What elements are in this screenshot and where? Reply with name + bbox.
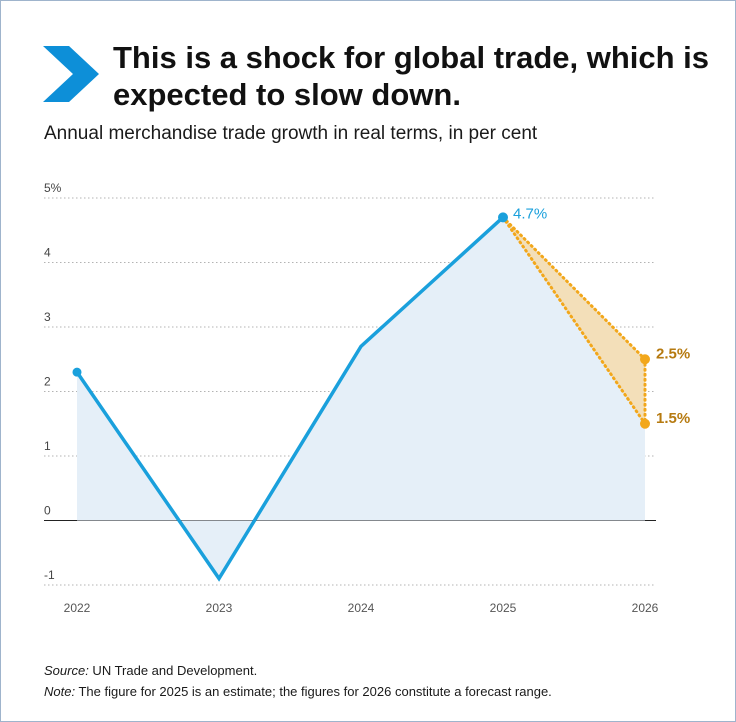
- y-tick-label: 0: [44, 504, 51, 518]
- x-tick-label: 2023: [206, 601, 233, 615]
- note-label: Note:: [44, 684, 76, 699]
- x-tick-label: 2022: [64, 601, 91, 615]
- y-tick-label: 1: [44, 439, 51, 453]
- point-2025: [498, 212, 508, 223]
- chart-notes: Source: UN Trade and Development. Note: …: [44, 660, 552, 702]
- data-label-2025: 4.7%: [513, 205, 547, 222]
- forecast-line-high: [501, 215, 647, 361]
- line-chart: 5% 4 3 2 1 0 -1 2022 2023 2024 2025 2026 4.7% 2.5% 1.5…: [44, 181, 690, 615]
- source-label: Source:: [44, 663, 89, 678]
- source-text: UN Trade and Development.: [88, 663, 258, 678]
- point-2026-high: [640, 354, 650, 365]
- y-tick-label: 2: [44, 375, 51, 389]
- forecast-line-low: [501, 215, 647, 426]
- footnote: Note: The figure for 2025 is an estimate…: [44, 681, 552, 702]
- chevron-right-icon: [43, 46, 99, 102]
- series-line-trade-growth: [75, 216, 505, 582]
- data-label-2026-low: 1.5%: [656, 410, 690, 427]
- x-tick-label: 2026: [632, 601, 659, 615]
- source-note: Source: UN Trade and Development.: [44, 660, 552, 681]
- chart-title: This is a shock for global trade, which …: [113, 40, 710, 112]
- point-2022: [72, 367, 82, 377]
- y-tick-label: -1: [44, 568, 55, 582]
- y-tick-label: 4: [44, 246, 51, 260]
- chart-subtitle: Annual merchandise trade growth in real …: [44, 123, 538, 144]
- x-tick-label: 2025: [490, 601, 517, 615]
- y-tick-label: 5%: [44, 181, 62, 195]
- data-label-2026-high: 2.5%: [656, 345, 690, 362]
- y-tick-label: 3: [44, 310, 51, 324]
- x-tick-label: 2024: [348, 601, 375, 615]
- note-text: The figure for 2025 is an estimate; the …: [75, 684, 552, 699]
- point-2026-low: [640, 418, 650, 429]
- series-area: [77, 217, 645, 579]
